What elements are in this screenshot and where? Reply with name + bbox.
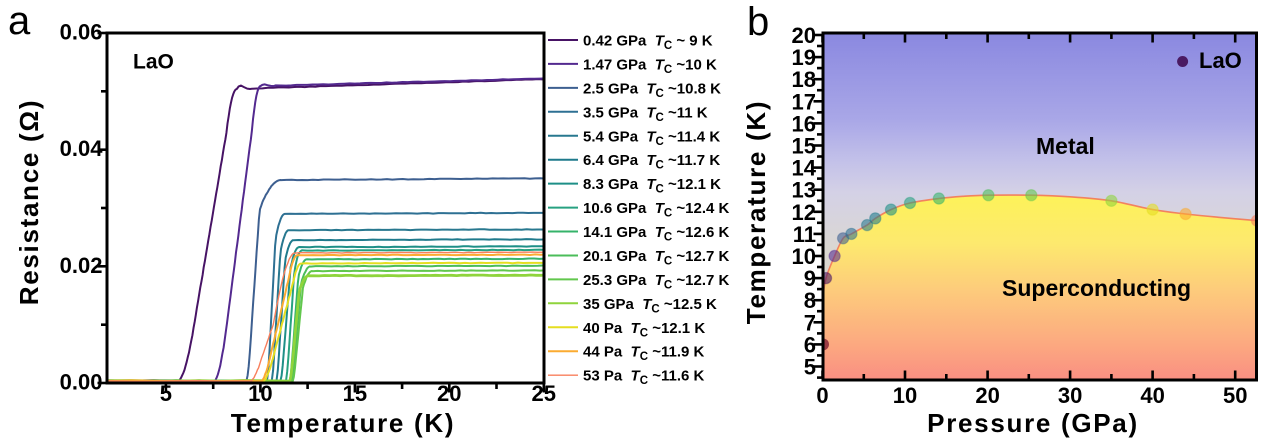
svg-text:Temperature (K): Temperature (K): [741, 100, 771, 324]
svg-text:13: 13: [792, 178, 816, 203]
svg-text:18: 18: [792, 67, 816, 92]
svg-text:0.42 GPa TC ~ 9 K: 0.42 GPa TC ~ 9 K: [583, 33, 713, 53]
svg-text:0.02: 0.02: [60, 253, 103, 278]
svg-text:3.5 GPa TC ~11 K: 3.5 GPa TC ~11 K: [583, 104, 708, 124]
svg-text:20: 20: [437, 381, 461, 406]
svg-text:44 Pa TC ~11.9 K: 44 Pa TC ~11.9 K: [583, 344, 704, 364]
svg-text:10: 10: [893, 383, 917, 408]
svg-text:15: 15: [343, 381, 367, 406]
svg-text:20: 20: [975, 383, 999, 408]
svg-text:8.3 GPa TC ~12.1 K: 8.3 GPa TC ~12.1 K: [583, 176, 721, 196]
svg-text:15: 15: [792, 134, 816, 159]
svg-text:2.5 GPa TC ~10.8 K: 2.5 GPa TC ~10.8 K: [583, 80, 721, 100]
svg-text:14.1 GPa TC ~12.6 K: 14.1 GPa TC ~12.6 K: [583, 224, 729, 244]
svg-text:b: b: [747, 0, 769, 44]
svg-text:16: 16: [792, 111, 816, 136]
svg-text:5: 5: [804, 355, 816, 380]
svg-text:Temperature (K): Temperature (K): [231, 408, 455, 438]
svg-text:Metal: Metal: [1036, 133, 1095, 159]
svg-text:40 Pa TC ~12.1 K: 40 Pa TC ~12.1 K: [583, 320, 705, 340]
svg-text:0.04: 0.04: [60, 136, 104, 161]
svg-text:1.47 GPa TC ~10 K: 1.47 GPa TC ~10 K: [583, 56, 717, 76]
svg-text:9: 9: [804, 266, 816, 291]
svg-text:53 Pa TC ~11.6 K: 53 Pa TC ~11.6 K: [583, 368, 704, 388]
svg-text:5: 5: [160, 381, 172, 406]
svg-text:25.3 GPa TC ~12.7 K: 25.3 GPa TC ~12.7 K: [583, 272, 729, 292]
svg-text:20.1 GPa TC ~12.7 K: 20.1 GPa TC ~12.7 K: [583, 248, 729, 268]
svg-text:10.6 GPa TC ~12.4 K: 10.6 GPa TC ~12.4 K: [583, 200, 729, 220]
svg-text:8: 8: [804, 288, 816, 313]
svg-text:25: 25: [532, 381, 556, 406]
svg-text:40: 40: [1140, 383, 1164, 408]
svg-text:30: 30: [1058, 383, 1082, 408]
svg-text:7: 7: [804, 310, 816, 335]
svg-text:14: 14: [792, 156, 817, 181]
svg-text:0.00: 0.00: [60, 370, 103, 395]
svg-text:LaO: LaO: [1199, 48, 1242, 73]
svg-text:0: 0: [816, 383, 828, 408]
svg-text:6.4 GPa TC ~11.7 K: 6.4 GPa TC ~11.7 K: [583, 152, 720, 172]
svg-text:35 GPa TC ~12.5 K: 35 GPa TC ~12.5 K: [583, 296, 717, 316]
svg-text:10: 10: [792, 244, 816, 269]
svg-text:Resistance (Ω): Resistance (Ω): [14, 99, 44, 306]
svg-text:LaO: LaO: [133, 51, 174, 74]
svg-text:Superconducting: Superconducting: [1002, 275, 1191, 301]
svg-text:0.06: 0.06: [60, 20, 103, 45]
svg-text:10: 10: [248, 381, 272, 406]
svg-text:50: 50: [1223, 383, 1247, 408]
svg-text:20: 20: [792, 23, 816, 48]
svg-text:17: 17: [792, 89, 816, 114]
svg-text:12: 12: [792, 200, 816, 225]
svg-text:11: 11: [793, 222, 816, 247]
svg-text:5.4 GPa TC ~11.4 K: 5.4 GPa TC ~11.4 K: [583, 128, 720, 148]
svg-text:19: 19: [792, 45, 816, 70]
svg-text:a: a: [8, 0, 31, 43]
svg-text:Pressure (GPa): Pressure (GPa): [927, 408, 1139, 438]
svg-text:6: 6: [804, 332, 816, 357]
